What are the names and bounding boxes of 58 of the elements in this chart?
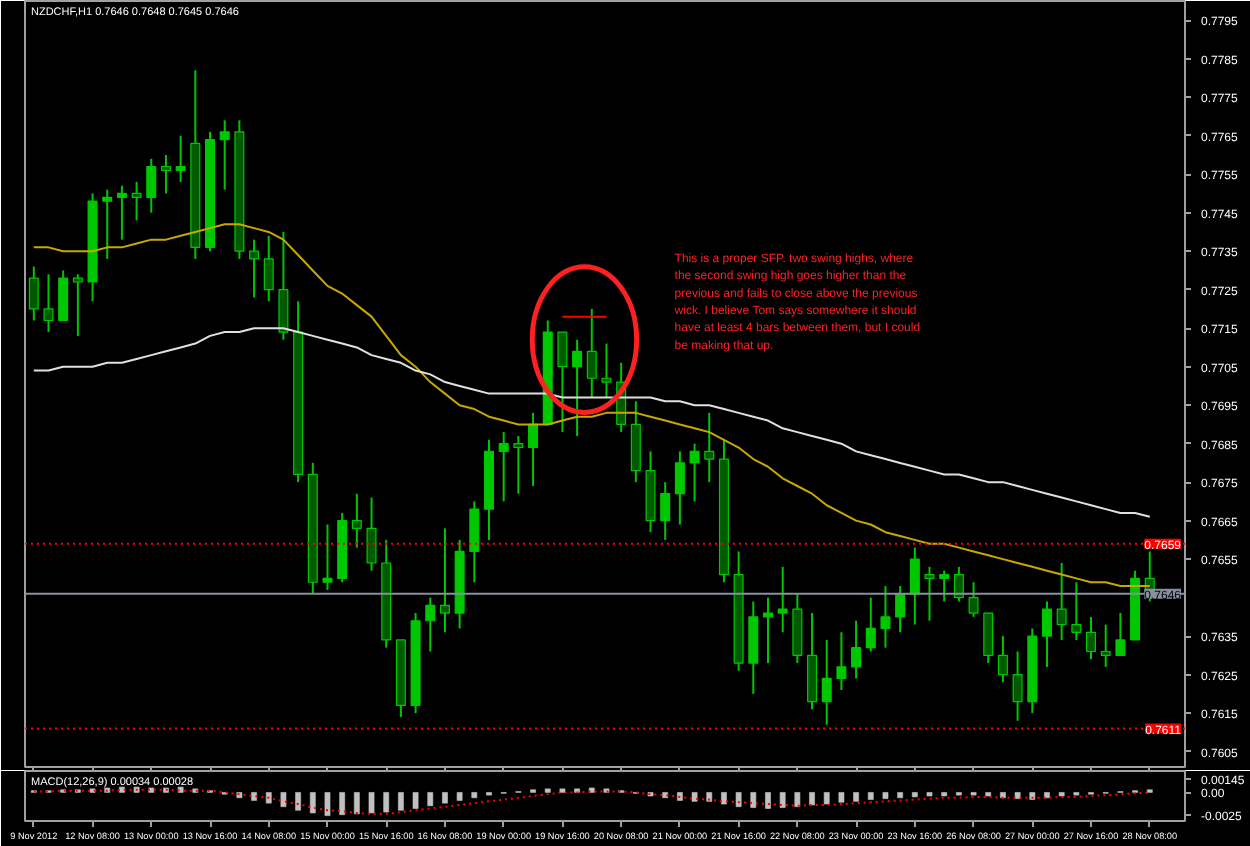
candlestick: [968, 581, 979, 618]
candlestick: [249, 238, 260, 299]
candlestick: [116, 184, 127, 241]
candlestick: [777, 565, 788, 634]
line-series: [32, 788, 1151, 815]
candlestick: [895, 585, 906, 634]
candlestick: [660, 481, 671, 541]
candlestick: [43, 273, 54, 334]
candlestick: [807, 612, 818, 711]
candlestick: [102, 188, 113, 260]
candlestick: [146, 157, 157, 214]
candlestick: [851, 619, 862, 680]
candlestick: [909, 546, 920, 626]
candlestick: [762, 596, 773, 665]
candlestick: [28, 265, 39, 322]
candlestick: [528, 411, 539, 488]
candlestick: [586, 307, 597, 399]
candlestick: [601, 342, 612, 399]
candlestick: [131, 180, 142, 222]
candlestick: [704, 411, 715, 484]
candlestick: [1041, 600, 1052, 668]
candlestick: [439, 527, 450, 634]
candlestick: [953, 565, 964, 603]
candlestick: [351, 492, 362, 549]
candlestick: [983, 612, 994, 665]
candlestick: [513, 434, 524, 495]
candlestick: [1012, 650, 1023, 722]
candlestick: [572, 338, 583, 437]
candlestick: [924, 565, 935, 622]
candlestick: [997, 635, 1008, 684]
candlestick: [880, 585, 891, 649]
candlestick: [1100, 623, 1111, 668]
candlestick: [1086, 615, 1097, 661]
candlestick: [278, 230, 289, 341]
candlestick: [263, 234, 274, 303]
candlestick: [498, 431, 509, 503]
candlestick: [836, 631, 847, 692]
candlestick: [821, 638, 832, 726]
candlestick: [469, 500, 480, 584]
candlestick: [72, 273, 83, 337]
candlestick: [1056, 561, 1067, 641]
candlestick: [160, 153, 171, 195]
candlestick: [175, 134, 186, 183]
candlestick: [630, 400, 641, 484]
candlestick: [689, 442, 700, 503]
candlestick: [865, 596, 876, 653]
candlestick: [939, 569, 950, 603]
candlestick: [219, 119, 230, 191]
candlestick: [792, 592, 803, 665]
candlestick: [58, 269, 69, 322]
candlestick: [557, 331, 568, 434]
candlestick: [322, 523, 333, 591]
candlestick: [748, 600, 759, 695]
candlestick: [674, 450, 685, 526]
candlestick: [366, 496, 377, 572]
candlestick: [1071, 581, 1082, 641]
candlestick: [1115, 612, 1126, 657]
candlestick: [425, 596, 436, 653]
